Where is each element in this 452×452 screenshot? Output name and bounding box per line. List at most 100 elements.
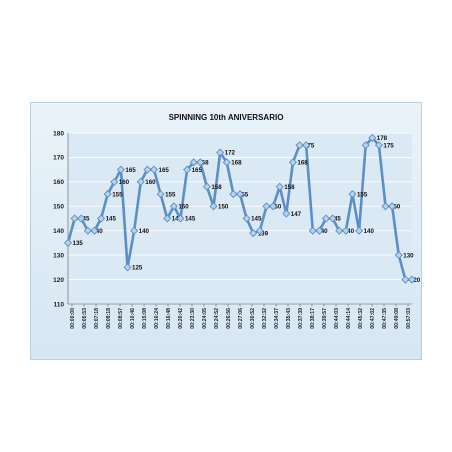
data-point-marker	[209, 202, 218, 211]
data-point-marker	[97, 214, 106, 223]
x-tick-label: 00:44:03	[334, 308, 340, 329]
x-tick-label: 00:47:35	[382, 308, 388, 329]
data-point-marker	[103, 190, 112, 199]
x-tick-label: 00:00:00	[70, 308, 76, 329]
y-tick-label: 180	[53, 130, 64, 137]
data-point-marker	[394, 251, 403, 260]
x-tick-label: 00:49:08	[394, 308, 400, 329]
data-point-marker	[156, 190, 165, 199]
data-point-marker	[229, 190, 238, 199]
data-point-marker	[388, 202, 397, 211]
data-point-marker	[242, 214, 251, 223]
data-label: 158	[211, 184, 222, 191]
data-point-marker	[123, 263, 132, 272]
data-point-marker	[169, 202, 178, 211]
data-point-marker	[77, 214, 86, 223]
data-point-marker	[149, 165, 159, 174]
data-point-marker	[335, 226, 344, 235]
data-point-marker	[136, 177, 145, 186]
x-tick-label: 00:44:14	[346, 308, 352, 329]
x-tick-label: 00:16:24	[154, 308, 160, 329]
data-point-marker	[143, 165, 152, 174]
data-point-marker	[130, 226, 139, 235]
data-label: 147	[291, 211, 302, 218]
data-point-marker	[202, 182, 211, 191]
y-tick-label: 170	[53, 155, 64, 162]
x-tick-label: 00:20:42	[178, 308, 184, 329]
y-tick-label: 120	[53, 277, 64, 284]
data-point-marker	[361, 141, 370, 150]
x-tick-label: 00:07:18	[94, 308, 100, 329]
data-point-marker	[315, 226, 324, 235]
data-point-marker	[368, 133, 377, 142]
y-tick-label: 130	[53, 252, 64, 259]
data-label: 158	[284, 184, 295, 191]
data-label: 140	[364, 228, 375, 235]
data-label: 165	[125, 167, 136, 174]
data-label: 150	[218, 203, 229, 210]
data-label: 145	[251, 216, 262, 223]
data-label: 165	[159, 167, 170, 174]
data-label: 150	[178, 203, 189, 210]
data-point-marker	[288, 158, 297, 167]
data-point-marker	[295, 141, 304, 150]
x-tick-label: 00:08:18	[106, 308, 112, 329]
data-label: 125	[132, 265, 143, 272]
data-point-marker	[328, 214, 337, 223]
x-tick-label: 00:23:30	[190, 308, 196, 329]
data-point-marker	[90, 226, 99, 235]
x-tick-label: 00:16:48	[166, 308, 172, 329]
x-tick-label: 00:37:39	[298, 308, 304, 329]
data-point-marker	[348, 190, 357, 199]
data-label: 155	[112, 191, 123, 198]
y-tick-label: 140	[53, 228, 64, 235]
data-point-marker	[381, 202, 390, 211]
y-tick-label: 150	[53, 204, 64, 211]
data-point-marker	[302, 141, 311, 150]
data-label: 145	[185, 216, 196, 223]
data-point-marker	[275, 182, 284, 191]
data-point-marker	[374, 141, 383, 150]
x-tick-label: 00:15:08	[142, 308, 148, 329]
data-label: 168	[297, 160, 308, 167]
x-tick-label: 00:08:57	[118, 308, 124, 329]
data-point-marker	[163, 214, 172, 223]
data-point-marker	[63, 238, 73, 247]
data-label: 165	[192, 167, 203, 174]
data-point-marker	[222, 158, 231, 167]
x-tick-label: 00:30:52	[250, 308, 256, 329]
data-label: 145	[106, 216, 117, 223]
x-tick-label: 00:38:17	[310, 308, 316, 329]
x-tick-label: 00:57:03	[406, 308, 412, 329]
data-point-marker	[110, 177, 119, 186]
data-point-marker	[282, 209, 291, 218]
data-label: 172	[225, 150, 236, 157]
y-tick-label: 160	[53, 179, 64, 186]
data-label: 155	[165, 191, 176, 198]
data-label: 155	[357, 191, 368, 198]
data-label: 160	[145, 179, 156, 186]
data-label: 140	[139, 228, 150, 235]
data-point-marker	[116, 165, 125, 174]
data-point-marker	[189, 158, 198, 167]
plot-area: 110 120 130 140 150 160 170 180 00:00:00 00:05:53…	[53, 130, 421, 328]
data-point-marker	[235, 190, 245, 199]
x-tick-label: 00:35:43	[286, 308, 292, 329]
x-tick-label: 00:24:05	[202, 308, 208, 329]
x-tick-label: 00:10:46	[130, 308, 136, 329]
data-label: 160	[119, 179, 130, 186]
x-tick-label: 00:24:52	[214, 308, 220, 329]
y-tick-label: 110	[54, 301, 65, 308]
data-label: 139	[258, 230, 269, 237]
chart-title: SPINNING 10th ANIVERSARIO	[169, 113, 284, 122]
x-tick-label: 00:45:32	[358, 308, 364, 329]
data-point-marker	[249, 229, 258, 238]
data-point-marker	[269, 202, 278, 211]
data-point-marker	[355, 226, 364, 235]
data-point-marker	[255, 226, 264, 235]
data-point-marker	[407, 275, 417, 284]
data-label: 175	[383, 142, 394, 149]
x-tick-label: 00:34:37	[274, 308, 280, 329]
line-chart: SPINNING 10th ANIVERSARIO 110 120 130 140 15…	[53, 113, 421, 329]
data-point-marker	[401, 275, 410, 284]
